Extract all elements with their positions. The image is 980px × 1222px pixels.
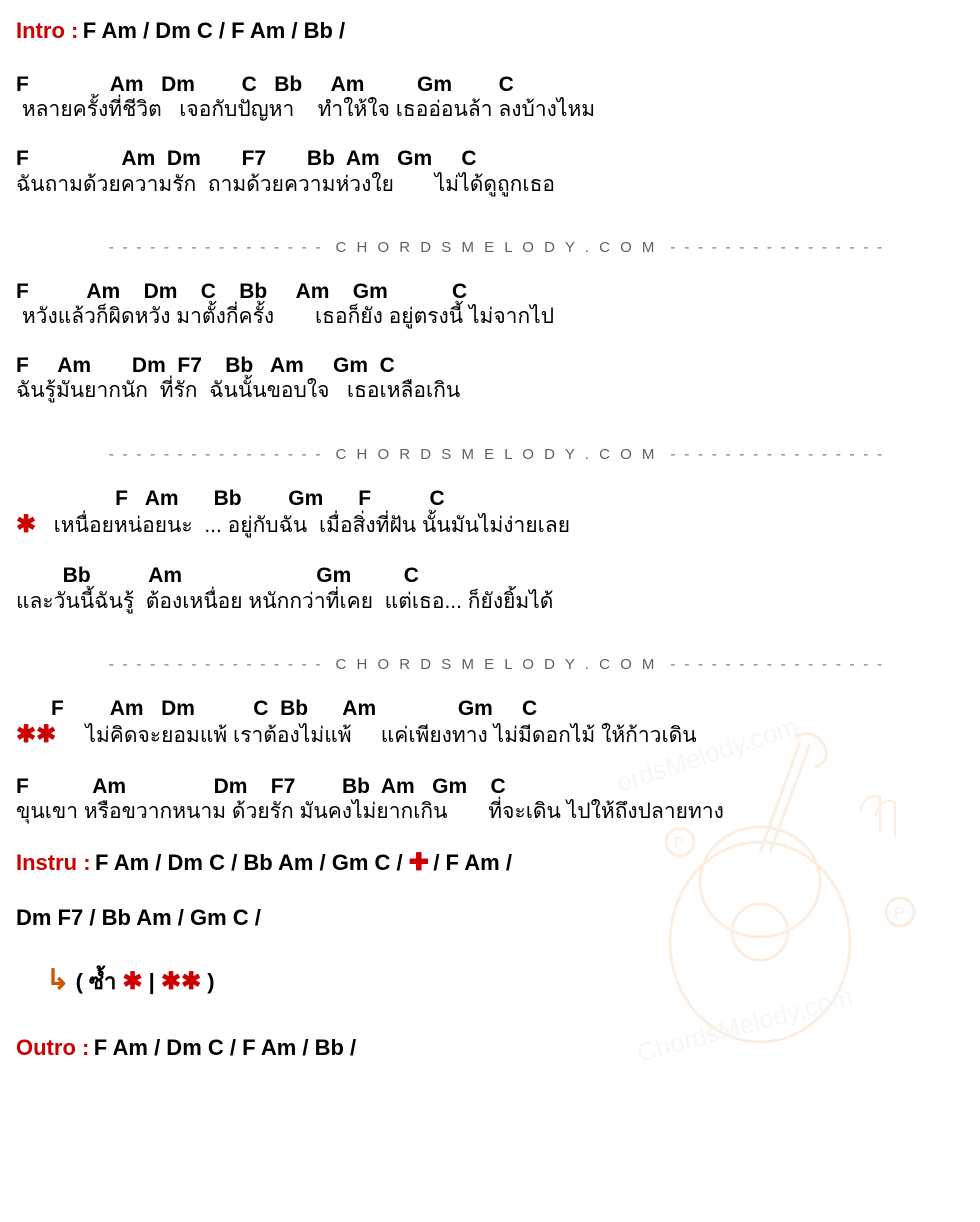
chord-line: Bb Am Gm C: [16, 563, 964, 588]
chord-line: F Am Dm F7 Bb Am Gm C: [16, 774, 964, 799]
instru-label: Instru :: [16, 850, 91, 875]
dashes-right: - - - - - - - - - - - - - - - -: [657, 656, 884, 673]
dashes-left: - - - - - - - - - - - - - - - -: [109, 239, 336, 256]
verse-2-line-1: F Am Dm C Bb Am Gm C หวังแล้วก็ผิดหวัง ม…: [16, 279, 964, 329]
chorus-2-line-2: F Am Dm F7 Bb Am Gm C ขุนเขา หรือขวากหนา…: [16, 774, 964, 824]
outro-line: Outro : F Am / Dm C / F Am / Bb /: [16, 1035, 964, 1061]
repeat-line: ↳ ( ซ้ำ ✱ | ✱✱ ): [46, 963, 964, 999]
lyric-line: ✱ เหนื่อยหน่อยนะ ... อยู่กับฉัน เมื่อสิ่…: [16, 511, 964, 540]
dashes-left: - - - - - - - - - - - - - - - -: [109, 446, 336, 463]
repeat-text: ( ซ้ำ: [76, 969, 123, 994]
brand-text: C H O R D S M E L O D Y . C O M: [335, 656, 657, 673]
lyric-line: ขุนเขา หรือขวากหนาม ด้วยรัก มันคงไม่ยากเ…: [16, 799, 964, 824]
lyric-text: เหนื่อยหน่อยนะ ... อยู่กับฉัน เมื่อสิ่งท…: [36, 514, 570, 537]
outro-sequence: F Am / Dm C / F Am / Bb /: [94, 1035, 356, 1060]
chorus-2-line-1: F Am Dm C Bb Am Gm C ✱✱ ไม่คิดจะยอมแพ้ เ…: [16, 696, 964, 750]
verse-2-line-2: F Am Dm F7 Bb Am Gm C ฉันรู้มันยากนัก ที…: [16, 353, 964, 403]
outro-label: Outro :: [16, 1035, 89, 1060]
plus-marker: ✚: [409, 849, 429, 876]
brand-text: C H O R D S M E L O D Y . C O M: [335, 239, 657, 256]
repeat-arrow-icon: ↳: [46, 964, 69, 995]
instru-sequence-2: / F Am /: [433, 850, 512, 875]
chord-line: F Am Dm C Bb Am Gm C: [16, 72, 964, 97]
star-marker: ✱: [122, 968, 142, 995]
repeat-mid: |: [149, 969, 161, 994]
instru-line-2: Dm F7 / Bb Am / Gm C /: [16, 905, 964, 931]
divider: - - - - - - - - - - - - - - - - C H O R …: [16, 638, 964, 674]
chord-line: F Am Dm F7 Bb Am Gm C: [16, 353, 964, 378]
star-marker: ✱✱: [16, 721, 56, 748]
verse-1-line-2: F Am Dm F7 Bb Am Gm C ฉันถามด้วยความรัก …: [16, 146, 964, 196]
lyric-line: หลายครั้งที่ชีวิต เจอกับปัญหา ทำให้ใจ เธ…: [16, 97, 964, 122]
lyric-line: ฉันรู้มันยากนัก ที่รัก ฉันนั้นขอบใจ เธอเ…: [16, 378, 964, 403]
intro-line: Intro : F Am / Dm C / F Am / Bb /: [16, 18, 964, 44]
lyric-line: หวังแล้วก็ผิดหวัง มาตั้งกี่ครั้ง เธอก็ยั…: [16, 304, 964, 329]
lyric-line: ฉันถามด้วยความรัก ถามด้วยความห่วงใย ไม่ไ…: [16, 172, 964, 197]
instru-line-1: Instru : F Am / Dm C / Bb Am / Gm C / ✚ …: [16, 848, 964, 877]
lyric-line: ✱✱ ไม่คิดจะยอมแพ้ เราต้องไม่แพ้ แค่เพียง…: [16, 721, 964, 750]
divider: - - - - - - - - - - - - - - - - C H O R …: [16, 428, 964, 464]
lyric-text: ไม่คิดจะยอมแพ้ เราต้องไม่แพ้ แค่เพียงทาง…: [56, 724, 696, 747]
chord-line: F Am Dm C Bb Am Gm C: [16, 696, 964, 721]
dashes-left: - - - - - - - - - - - - - - - -: [109, 656, 336, 673]
star-marker: ✱✱: [161, 968, 201, 995]
dashes-right: - - - - - - - - - - - - - - - -: [657, 446, 884, 463]
intro-label: Intro :: [16, 18, 78, 43]
dashes-right: - - - - - - - - - - - - - - - -: [657, 239, 884, 256]
intro-sequence: F Am / Dm C / F Am / Bb /: [83, 18, 345, 43]
chord-line: F Am Bb Gm F C: [16, 486, 964, 511]
chorus-1-line-2: Bb Am Gm C และวันนี้ฉันรู้ ต้องเหนื่อย ห…: [16, 563, 964, 613]
star-marker: ✱: [16, 511, 36, 538]
verse-1-line-1: F Am Dm C Bb Am Gm C หลายครั้งที่ชีวิต เ…: [16, 72, 964, 122]
lyric-line: และวันนี้ฉันรู้ ต้องเหนื่อย หนักกว่าที่เ…: [16, 589, 964, 614]
brand-text: C H O R D S M E L O D Y . C O M: [335, 446, 657, 463]
chord-line: F Am Dm F7 Bb Am Gm C: [16, 146, 964, 171]
chord-line: F Am Dm C Bb Am Gm C: [16, 279, 964, 304]
instru-sequence-1: F Am / Dm C / Bb Am / Gm C /: [95, 850, 409, 875]
divider: - - - - - - - - - - - - - - - - C H O R …: [16, 221, 964, 257]
repeat-end: ): [207, 969, 214, 994]
chorus-1-line-1: F Am Bb Gm F C ✱ เหนื่อยหน่อยนะ ... อยู่…: [16, 486, 964, 540]
instru-sequence-3: Dm F7 / Bb Am / Gm C /: [16, 905, 261, 930]
